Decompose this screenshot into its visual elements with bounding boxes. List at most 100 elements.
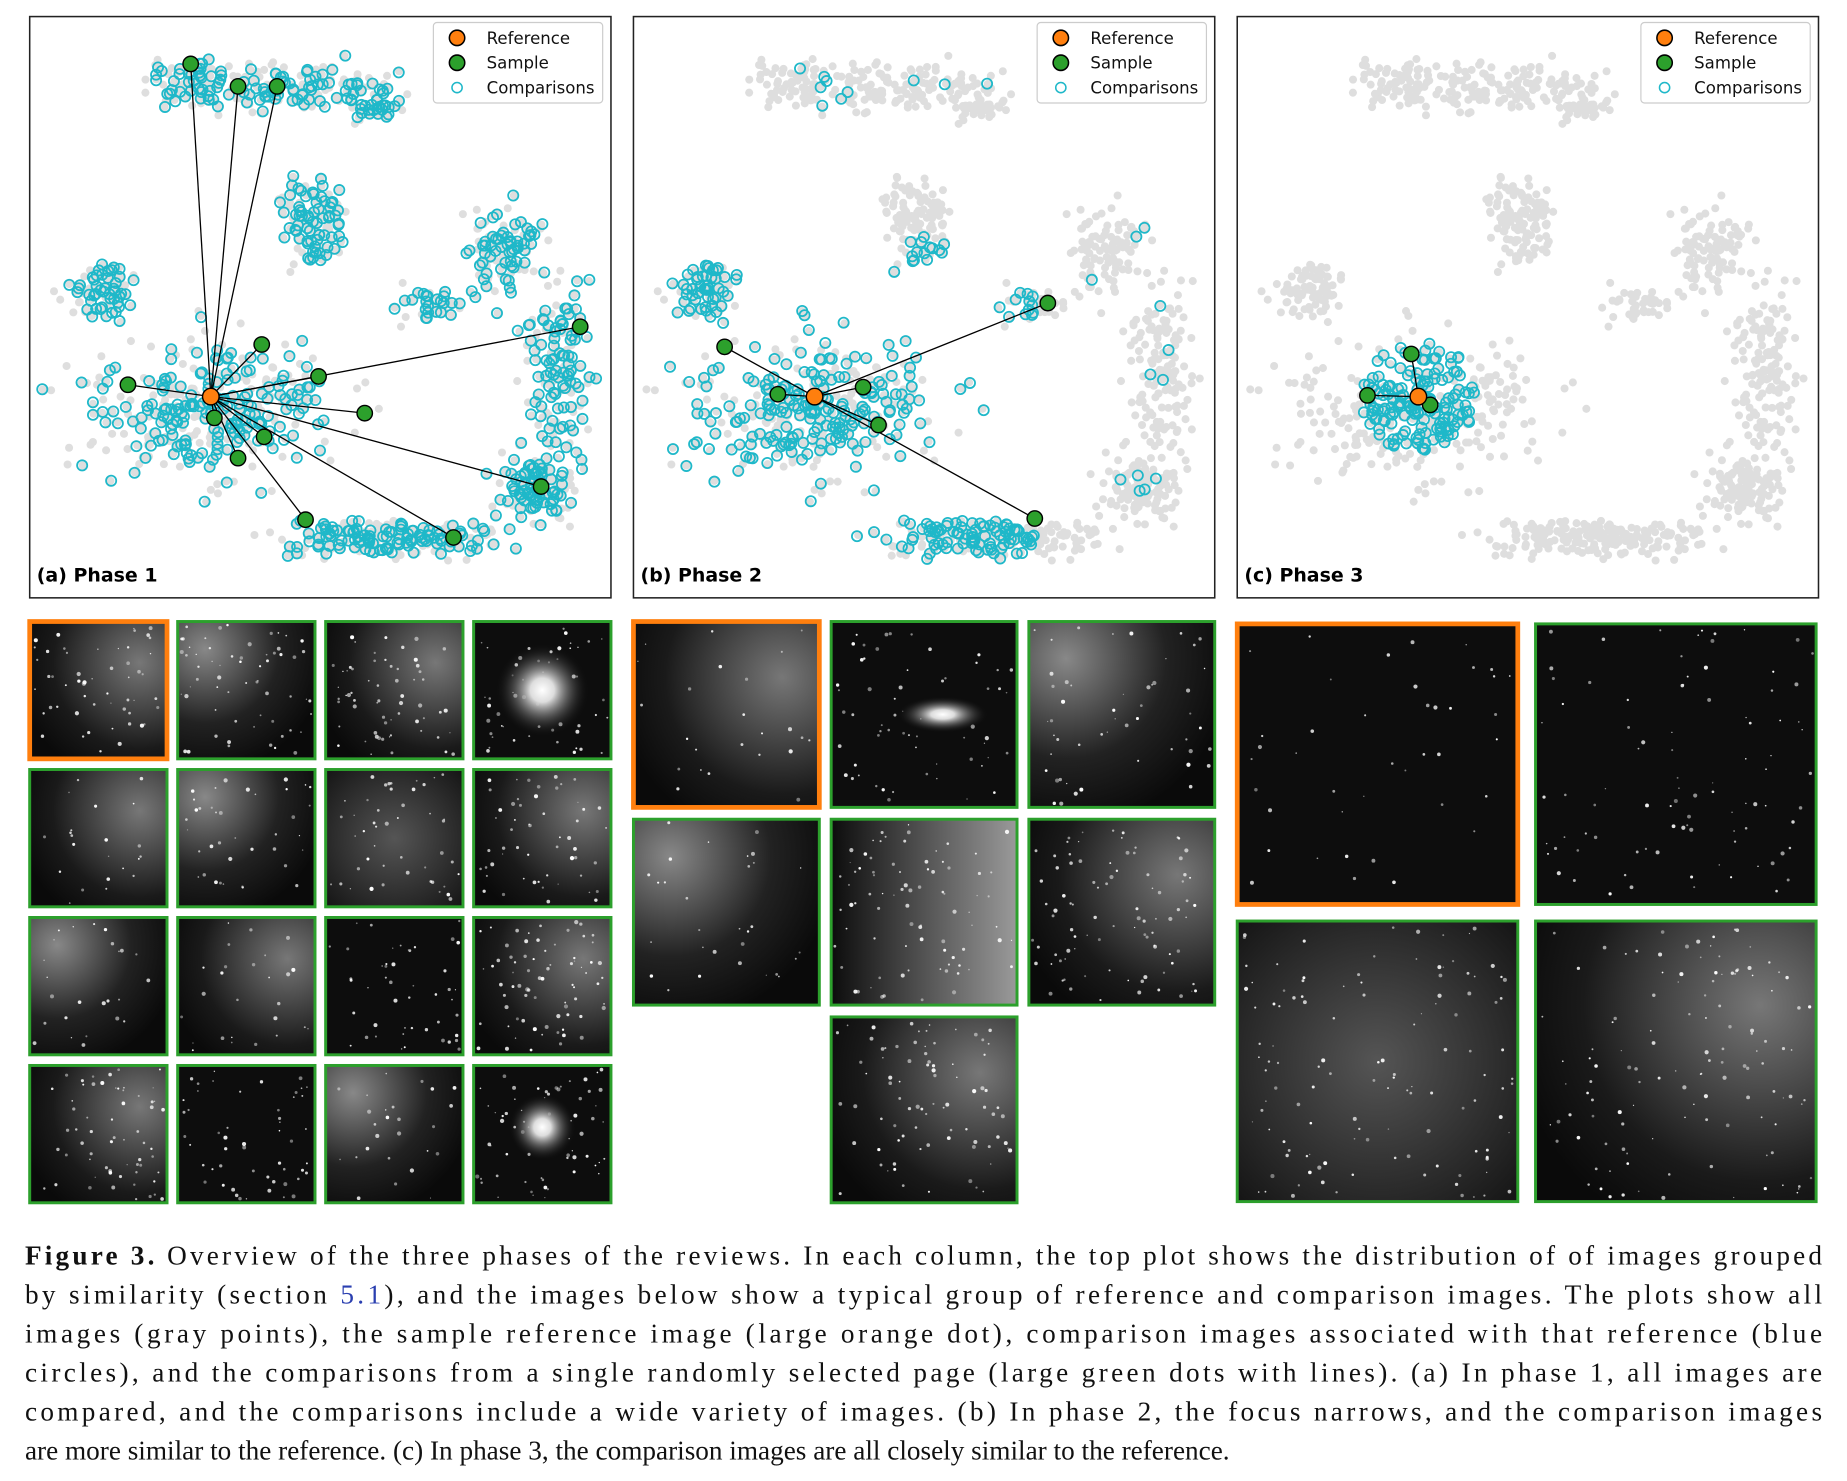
image-point — [1485, 452, 1495, 461]
comparison-point — [277, 369, 290, 382]
comparison-point — [537, 314, 550, 327]
comparison-point — [316, 78, 329, 91]
comparison-point — [514, 216, 527, 229]
comparison-point — [339, 84, 352, 97]
comparison-point — [497, 226, 510, 239]
image-point — [963, 83, 972, 92]
image-point — [1001, 106, 1010, 115]
image-point — [326, 456, 335, 465]
image-point — [1180, 362, 1189, 371]
comparison-point — [233, 397, 246, 410]
image-point — [308, 354, 317, 363]
comparison-point — [193, 69, 206, 82]
image-point — [1338, 468, 1347, 477]
image-point — [1680, 205, 1689, 214]
comparison-point — [509, 218, 522, 231]
image-point — [1445, 88, 1454, 97]
image-point — [1300, 305, 1309, 314]
image-point — [1505, 207, 1514, 216]
comparison-point — [243, 88, 256, 101]
sample-point — [356, 404, 374, 422]
comparison-point — [198, 495, 211, 508]
image-point — [1179, 313, 1188, 322]
image-point — [818, 102, 827, 111]
image-point — [938, 186, 947, 195]
sample-point — [532, 478, 550, 495]
image-point — [856, 83, 865, 92]
image-point — [785, 92, 794, 101]
image-point — [238, 354, 247, 363]
image-point — [38, 385, 47, 394]
comparison-point — [381, 543, 394, 556]
image-point — [136, 424, 145, 433]
image-point — [1187, 379, 1196, 388]
image-point — [1421, 111, 1431, 120]
image-point — [1516, 247, 1525, 256]
image-point — [1342, 460, 1351, 469]
image-point — [1181, 415, 1190, 424]
image-point — [1327, 429, 1336, 438]
image-point — [800, 94, 809, 103]
image-point — [1126, 223, 1135, 232]
image-point — [1246, 385, 1255, 394]
image-point — [1141, 340, 1150, 349]
image-point — [1518, 395, 1527, 404]
image-point — [771, 64, 780, 73]
image-point — [1730, 247, 1739, 256]
comparison-point — [180, 447, 193, 460]
image-point — [1294, 440, 1303, 449]
image-point — [119, 429, 129, 438]
image-point — [667, 460, 676, 469]
comparison-point — [159, 100, 171, 113]
image-point — [556, 266, 565, 275]
sample-point — [182, 55, 200, 73]
image-point — [265, 528, 275, 537]
image-point — [1148, 236, 1157, 245]
image-point — [149, 391, 158, 400]
image-point — [98, 408, 107, 417]
comparison-point — [184, 399, 197, 412]
comparison-point — [562, 349, 575, 362]
image-point — [1722, 265, 1731, 274]
image-point — [1432, 90, 1441, 99]
image-point — [930, 75, 939, 84]
link-line — [210, 396, 454, 539]
comparison-point — [529, 500, 542, 513]
image-point — [1520, 420, 1529, 429]
image-point — [1321, 418, 1330, 427]
comparison-point — [545, 473, 558, 486]
image-point — [1120, 513, 1129, 522]
image-point — [1730, 223, 1739, 232]
image-point — [534, 421, 543, 430]
image-point — [458, 210, 467, 219]
image-point — [63, 460, 72, 469]
comparison-point — [126, 415, 139, 428]
image-point — [1044, 544, 1053, 553]
image-point — [1176, 276, 1185, 285]
image-point — [1007, 90, 1016, 99]
image-point — [1103, 221, 1112, 230]
comparison-point — [465, 285, 478, 298]
comparison-point — [244, 351, 257, 364]
image-point — [918, 375, 927, 384]
comparison-point — [553, 422, 566, 435]
image-point — [1535, 62, 1544, 71]
image-point — [1118, 243, 1127, 252]
panel-label: (a) Phase 1 — [37, 564, 158, 586]
comparison-point — [119, 288, 132, 301]
comparison-point — [523, 318, 536, 331]
image-point — [286, 267, 295, 277]
image-point — [1485, 397, 1494, 406]
image-point — [1478, 412, 1487, 421]
image-point — [797, 64, 806, 73]
comparison-point — [366, 77, 379, 90]
image-point — [1480, 69, 1489, 79]
image-point — [1712, 254, 1721, 263]
image-point — [1699, 234, 1708, 243]
image-point — [1487, 63, 1496, 72]
image-point — [1302, 271, 1311, 280]
image-point — [1395, 101, 1404, 110]
image-point — [1666, 210, 1675, 219]
